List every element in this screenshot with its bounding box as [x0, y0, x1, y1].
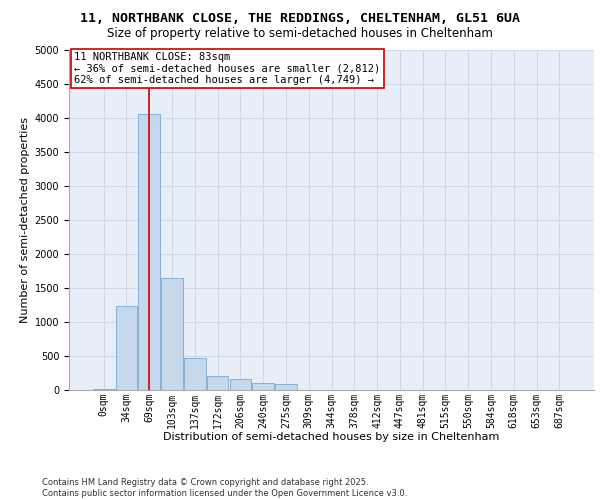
Bar — [139, 114, 160, 390]
Bar — [230, 380, 251, 390]
Text: 11 NORTHBANK CLOSE: 83sqm
← 36% of semi-detached houses are smaller (2,812)
62% : 11 NORTHBANK CLOSE: 83sqm ← 36% of semi-… — [74, 52, 380, 85]
X-axis label: Distribution of semi-detached houses by size in Cheltenham: Distribution of semi-detached houses by … — [163, 432, 500, 442]
Bar — [253, 382, 274, 390]
Text: 11, NORTHBANK CLOSE, THE REDDINGS, CHELTENHAM, GL51 6UA: 11, NORTHBANK CLOSE, THE REDDINGS, CHELT… — [80, 12, 520, 26]
Bar — [275, 384, 297, 390]
Text: Contains HM Land Registry data © Crown copyright and database right 2025.
Contai: Contains HM Land Registry data © Crown c… — [42, 478, 407, 498]
Bar — [93, 388, 115, 390]
Y-axis label: Number of semi-detached properties: Number of semi-detached properties — [20, 117, 31, 323]
Bar — [184, 358, 206, 390]
Bar — [207, 376, 229, 390]
Bar — [161, 278, 183, 390]
Bar — [116, 306, 137, 390]
Text: Size of property relative to semi-detached houses in Cheltenham: Size of property relative to semi-detach… — [107, 28, 493, 40]
